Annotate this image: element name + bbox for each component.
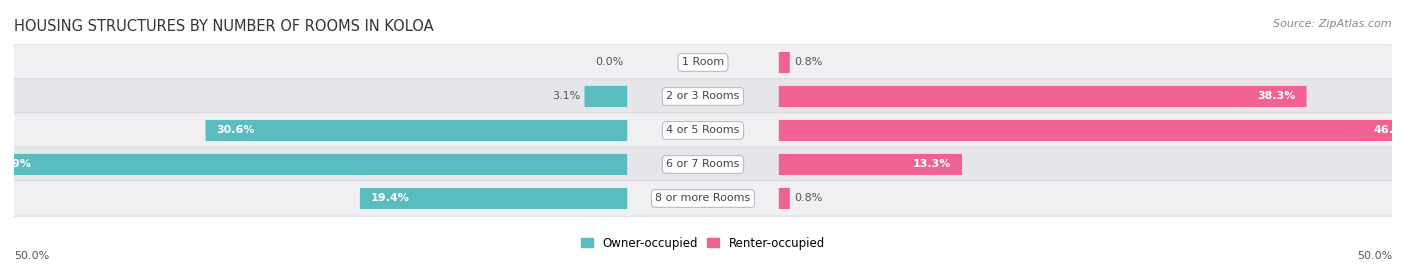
Text: 3.1%: 3.1% <box>553 91 581 101</box>
Text: 0.8%: 0.8% <box>794 193 823 203</box>
Text: 38.3%: 38.3% <box>1257 91 1295 101</box>
Text: 13.3%: 13.3% <box>912 160 950 169</box>
Text: 46.8%: 46.8% <box>1374 125 1406 136</box>
FancyBboxPatch shape <box>779 86 1306 107</box>
FancyBboxPatch shape <box>14 113 1392 148</box>
Text: 1 Room: 1 Room <box>682 58 724 68</box>
Text: 19.4%: 19.4% <box>371 193 409 203</box>
Text: 50.0%: 50.0% <box>1357 251 1392 261</box>
FancyBboxPatch shape <box>14 79 1392 114</box>
Text: 0.8%: 0.8% <box>794 58 823 68</box>
Text: 50.0%: 50.0% <box>14 251 49 261</box>
FancyBboxPatch shape <box>360 188 627 209</box>
FancyBboxPatch shape <box>14 181 1392 216</box>
Text: 8 or more Rooms: 8 or more Rooms <box>655 193 751 203</box>
Text: 46.9%: 46.9% <box>0 160 31 169</box>
FancyBboxPatch shape <box>14 45 1392 80</box>
FancyBboxPatch shape <box>779 154 962 175</box>
Text: 4 or 5 Rooms: 4 or 5 Rooms <box>666 125 740 136</box>
FancyBboxPatch shape <box>779 120 1406 141</box>
Legend: Owner-occupied, Renter-occupied: Owner-occupied, Renter-occupied <box>576 232 830 254</box>
FancyBboxPatch shape <box>779 188 790 209</box>
Text: 2 or 3 Rooms: 2 or 3 Rooms <box>666 91 740 101</box>
FancyBboxPatch shape <box>779 52 790 73</box>
FancyBboxPatch shape <box>585 86 627 107</box>
Text: Source: ZipAtlas.com: Source: ZipAtlas.com <box>1274 19 1392 29</box>
Text: 0.0%: 0.0% <box>595 58 623 68</box>
FancyBboxPatch shape <box>14 147 1392 182</box>
Text: 30.6%: 30.6% <box>217 125 254 136</box>
FancyBboxPatch shape <box>0 154 627 175</box>
Text: 6 or 7 Rooms: 6 or 7 Rooms <box>666 160 740 169</box>
FancyBboxPatch shape <box>205 120 627 141</box>
Text: HOUSING STRUCTURES BY NUMBER OF ROOMS IN KOLOA: HOUSING STRUCTURES BY NUMBER OF ROOMS IN… <box>14 19 433 34</box>
